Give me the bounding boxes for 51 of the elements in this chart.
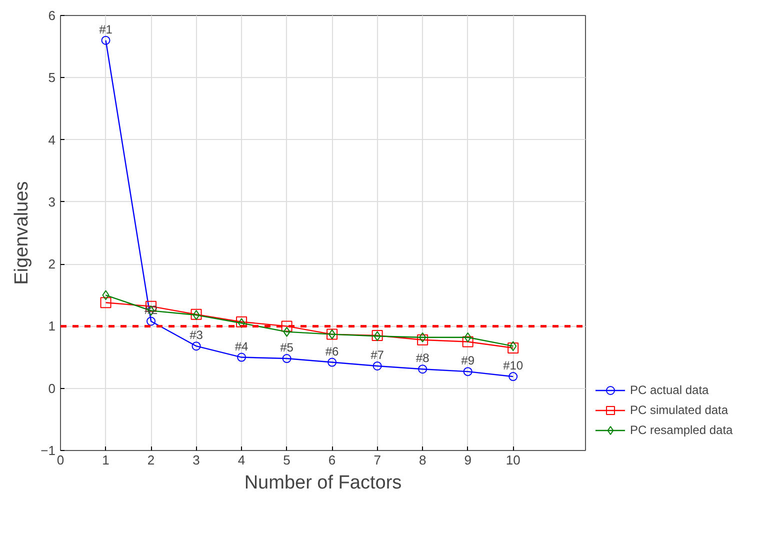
- y-tick-label: −1: [40, 443, 56, 458]
- point: [102, 290, 110, 300]
- y-tick-label: 6: [48, 8, 56, 23]
- y-tick-label: 3: [48, 194, 56, 210]
- x-tick-label: 2: [147, 452, 155, 468]
- annotation: #8: [416, 351, 430, 366]
- legend-label: PC resampled data: [630, 423, 733, 437]
- point: [192, 342, 201, 351]
- x-tick-label: 9: [464, 452, 472, 468]
- point: [417, 334, 428, 346]
- y-tick-label: 5: [48, 70, 56, 86]
- annotation: #3: [190, 328, 204, 342]
- y-tick-label: 4: [48, 132, 56, 148]
- annotation: #2: [144, 303, 158, 318]
- point: [419, 332, 426, 342]
- annotation: #4: [234, 339, 249, 354]
- annotation: #10: [503, 358, 524, 373]
- legend-label: PC simulated data: [630, 403, 728, 417]
- annotation: #5: [280, 340, 294, 355]
- x-tick-label: 3: [192, 452, 200, 468]
- annotation: #6: [325, 344, 340, 358]
- point: [281, 320, 292, 332]
- x-tick-label: 8: [418, 452, 426, 468]
- x-tick-label: 1: [102, 452, 110, 468]
- y-tick-label: 1: [48, 318, 56, 334]
- x-tick-label: 7: [374, 452, 381, 468]
- point: [372, 361, 382, 370]
- point: [508, 372, 518, 382]
- x-tick-label: 4: [238, 452, 246, 468]
- point: [462, 336, 474, 348]
- y-axis-title: Eigenvalues: [12, 181, 33, 285]
- point: [463, 367, 472, 376]
- annotation: #9: [461, 354, 475, 368]
- point: [101, 36, 110, 45]
- point: [328, 358, 337, 367]
- y-tick-label: 0: [48, 380, 56, 396]
- point: [464, 332, 472, 342]
- point: [100, 297, 112, 308]
- legend-label: PC actual data: [630, 383, 709, 397]
- point: [418, 364, 428, 374]
- y-tick-label: 2: [48, 256, 56, 272]
- x-tick-label: 6: [328, 452, 336, 468]
- x-tick-label: 5: [283, 452, 290, 468]
- x-tick-label: 10: [506, 452, 520, 468]
- point: [283, 326, 290, 337]
- x-axis-title: Number of Factors: [244, 472, 402, 494]
- annotation: #7: [370, 348, 384, 362]
- point: [146, 316, 156, 326]
- annotation: #1: [99, 22, 113, 36]
- point: [282, 354, 292, 364]
- point: [237, 352, 246, 362]
